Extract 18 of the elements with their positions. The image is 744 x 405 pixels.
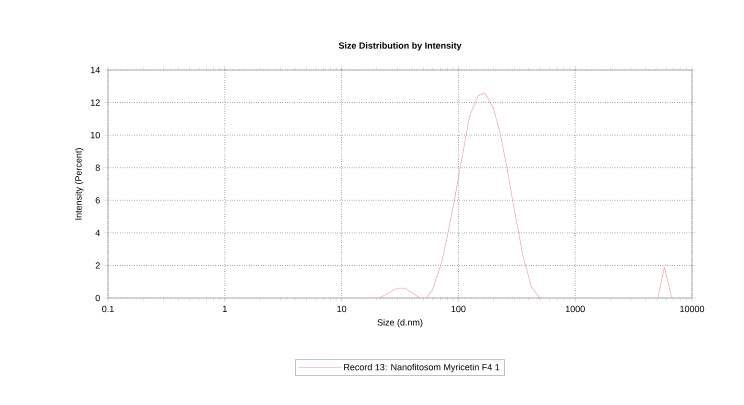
x-axis-title: Size (d.nm) bbox=[377, 318, 422, 328]
x-tick-label: 0.1 bbox=[102, 306, 114, 312]
y-tick-label: 6 bbox=[96, 197, 100, 204]
y-tick-label: 0 bbox=[96, 294, 100, 302]
y-tick-label: 2 bbox=[96, 262, 100, 269]
legend-label: Record 13: Nanofitosom Myricetin F4 1 bbox=[344, 364, 500, 372]
y-axis-title: Intensity (Percent) bbox=[75, 148, 84, 220]
x-tick-label: 10 bbox=[337, 306, 346, 312]
y-tick-label: 10 bbox=[90, 132, 100, 138]
y-tick-label: 12 bbox=[90, 99, 100, 106]
x-tick-label: 1 bbox=[223, 306, 227, 312]
y-tick-label: 4 bbox=[95, 230, 100, 236]
y-tick-label: 14 bbox=[90, 66, 100, 74]
x-tick-label: 100 bbox=[452, 306, 466, 312]
y-tick-label: 8 bbox=[96, 164, 100, 171]
x-tick-label: 1000 bbox=[566, 306, 585, 312]
x-tick-label: 10000 bbox=[680, 306, 704, 312]
chart-title: Size Distribution by Intensity bbox=[338, 42, 462, 50]
